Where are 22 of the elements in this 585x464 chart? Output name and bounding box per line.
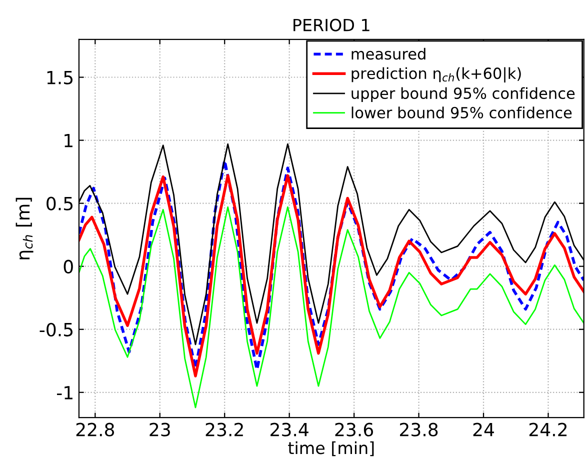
x-tick-label: 23.4 [270,422,308,436]
legend-label: upper bound 95% confidence [352,87,575,102]
y-tick-label: 0 [64,260,73,274]
legend-label: measured [352,48,426,60]
y-axis-title: η$_{ch}$ [m] [16,198,34,260]
legend-label: prediction η$_{ch}$(k+60|k) [352,67,521,82]
y-tick-label: 0.5 [46,196,73,210]
legend-label: lower bound 95% confidence [352,106,572,118]
x-tick-label: 22.8 [76,422,114,436]
x-tick-label: 23.8 [400,422,438,436]
y-tick-label: 1 [64,134,72,148]
x-tick-label: 24 [473,422,494,436]
x-tick-label: 23.6 [335,422,374,436]
chart-title: PERIOD 1 [294,18,370,32]
y-tick-label: -1 [56,386,72,400]
x-tick-label: 23 [150,422,170,436]
x-tick-label: 24.2 [529,422,567,436]
x-tick-label: 23.2 [206,422,243,436]
y-tick-label: -0.5 [40,322,73,336]
line-series [78,206,584,408]
y-tick-label: 1.5 [47,70,73,84]
x-axis-title: time [min] [288,441,374,456]
